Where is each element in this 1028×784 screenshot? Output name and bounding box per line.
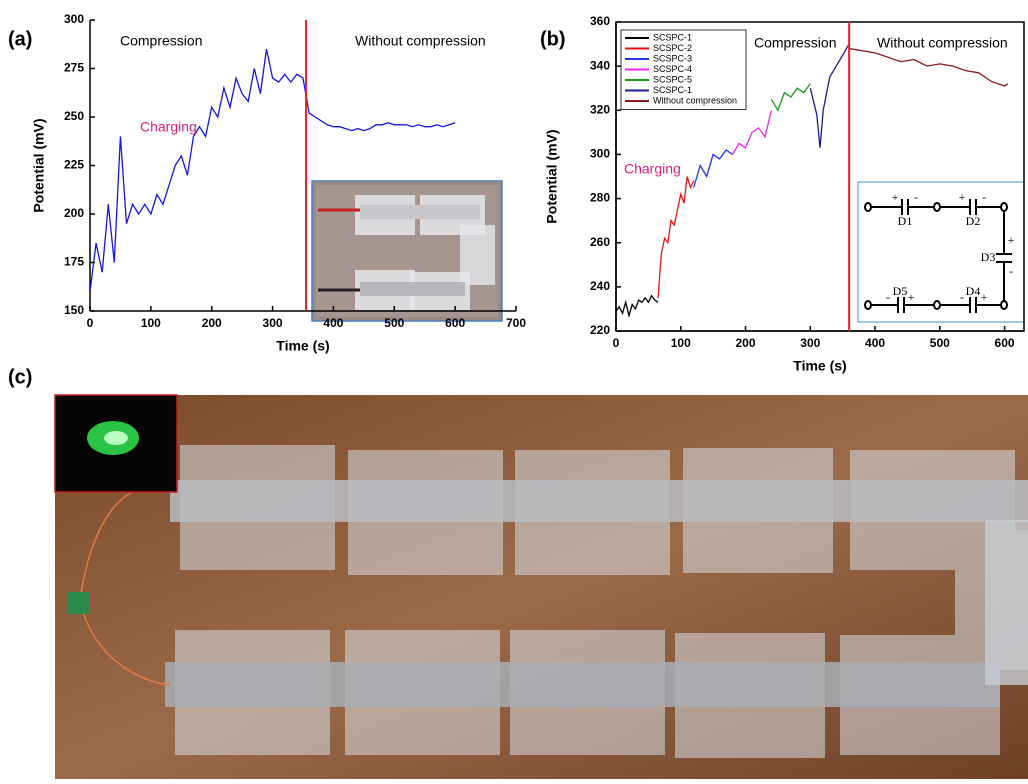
y-tick-label: 250 <box>64 109 84 123</box>
y-tick-label: 260 <box>590 235 610 249</box>
y-tick-label: 280 <box>590 191 610 205</box>
annotation: Charging <box>140 119 197 135</box>
line-series <box>89 48 456 292</box>
legend-label: SCSPC-1 <box>653 32 692 42</box>
circuit-plus: + <box>892 190 899 204</box>
x-tick-label: 500 <box>930 336 950 350</box>
x-tick-label: 200 <box>736 336 756 350</box>
line-series <box>848 47 1009 87</box>
circuit-plus: + <box>981 290 988 304</box>
circuit-minus: - <box>960 290 964 304</box>
legend-label: SCSPC-3 <box>653 53 692 63</box>
y-tick-label: 300 <box>64 12 84 26</box>
circuit-plus: + <box>1008 233 1015 247</box>
circuit-minus: - <box>982 190 986 204</box>
circuit-inset <box>857 181 1025 323</box>
line-series <box>657 176 695 298</box>
legend-label: SCSPC-1 <box>653 85 692 95</box>
line-series <box>693 149 733 188</box>
circuit-plus: + <box>959 190 966 204</box>
x-tick-label: 600 <box>995 336 1015 350</box>
x-axis-label: Time (s) <box>276 338 329 354</box>
photo <box>54 394 1028 779</box>
x-tick-label: 100 <box>141 316 161 330</box>
x-tick-label: 400 <box>865 336 885 350</box>
y-tick-label: 240 <box>590 279 610 293</box>
inset-photo <box>311 180 503 322</box>
annotation: Compression <box>120 33 202 49</box>
legend-label: Without compression <box>653 95 737 105</box>
circuit-label: D4 <box>966 284 981 298</box>
x-tick-label: 700 <box>506 316 526 330</box>
legend-label: SCSPC-5 <box>653 74 692 84</box>
circuit-minus: - <box>886 290 890 304</box>
line-series <box>770 83 811 112</box>
circuit-label: D3 <box>981 250 996 264</box>
y-tick-label: 275 <box>64 61 84 75</box>
line-series <box>615 294 659 319</box>
legend-label: SCSPC-2 <box>653 43 692 53</box>
y-tick-label: 360 <box>590 14 610 28</box>
y-axis-label: Potential (mV) <box>31 118 47 212</box>
panel-label: (c) <box>8 366 32 388</box>
y-tick-label: 220 <box>590 323 610 337</box>
line-series <box>732 110 773 155</box>
panel-label: (b) <box>540 28 566 50</box>
y-tick-label: 320 <box>590 102 610 116</box>
circuit-label: D1 <box>898 214 913 228</box>
x-tick-label: 0 <box>613 336 620 350</box>
y-tick-label: 175 <box>64 255 84 269</box>
y-axis-label: Potential (mV) <box>544 129 560 223</box>
circuit-label: D5 <box>893 284 908 298</box>
x-tick-label: 0 <box>87 316 94 330</box>
annotation: Charging <box>624 161 681 177</box>
y-tick-label: 200 <box>64 206 84 220</box>
y-tick-label: 340 <box>590 58 610 72</box>
x-tick-label: 100 <box>671 336 691 350</box>
x-tick-label: 400 <box>323 316 343 330</box>
x-axis-label: Time (s) <box>793 358 846 374</box>
y-tick-label: 225 <box>64 158 84 172</box>
x-tick-label: 600 <box>445 316 465 330</box>
circuit-minus: - <box>914 190 918 204</box>
annotation: Compression <box>754 35 836 51</box>
line-series <box>809 43 850 148</box>
x-tick-label: 300 <box>263 316 283 330</box>
annotation: Without compression <box>355 33 486 49</box>
legend-label: SCSPC-4 <box>653 64 692 74</box>
annotation: Without compression <box>877 35 1008 51</box>
y-tick-label: 300 <box>590 147 610 161</box>
x-tick-label: 200 <box>202 316 222 330</box>
x-tick-label: 500 <box>384 316 404 330</box>
circuit-label: D2 <box>966 214 981 228</box>
panel-label: (a) <box>8 28 32 50</box>
circuit-minus: - <box>1009 264 1013 278</box>
y-tick-label: 150 <box>64 303 84 317</box>
x-tick-label: 300 <box>800 336 820 350</box>
circuit-plus: + <box>908 290 915 304</box>
